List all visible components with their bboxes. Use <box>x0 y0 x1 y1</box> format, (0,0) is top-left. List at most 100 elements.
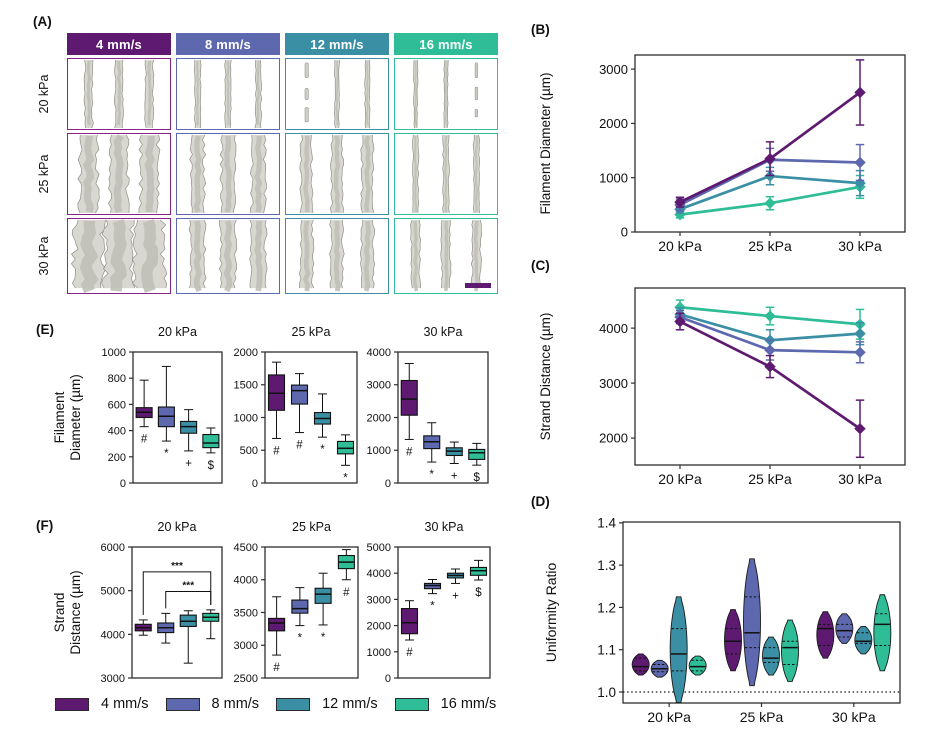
panel-a-micrograph-cell <box>176 133 280 215</box>
y-tick-label: 2000 <box>234 347 258 359</box>
panel-b-label: (B) <box>531 22 550 37</box>
y-axis-label: Filament <box>52 391 67 443</box>
box-16-mm-s <box>336 434 355 466</box>
significance-annotation: $ <box>474 472 481 484</box>
x-tick-label: 20 kPa <box>658 238 702 254</box>
legend-color-swatch <box>165 697 200 711</box>
significance-annotation: # <box>406 647 413 659</box>
y-tick-label: 3000 <box>367 594 391 606</box>
y-tick-label: 5000 <box>367 542 391 554</box>
significance-annotation: $ <box>475 587 482 599</box>
legend-color-swatch <box>55 697 89 711</box>
box-12-mm-s <box>313 393 332 438</box>
y-axis-label: Filament Diameter (µm) <box>538 72 553 214</box>
panel-a-row-label: 20 kPa <box>37 74 51 114</box>
violin-30kPa-12-mm-s <box>854 626 873 655</box>
y-tick-label: 3000 <box>599 62 628 77</box>
data-point-diamond <box>764 197 776 209</box>
printed-filament-image <box>77 134 161 214</box>
y-tick-label: 3000 <box>599 376 628 391</box>
panel-a-column-header: 12 mm/s <box>285 33 389 55</box>
significance-annotation: * <box>430 469 435 481</box>
panel-a-micrograph-cell <box>176 218 280 294</box>
y-tick-label: 4000 <box>101 629 125 641</box>
panel-e-filament-diameter-box-plots: 20 kPa 0 200 400 600 800 1000 # * + $25 kPa 0 500 100… <box>52 325 489 490</box>
box-4-mm-s <box>135 379 153 428</box>
y-tick-label: 1000 <box>367 445 391 457</box>
y-tick-label: 4000 <box>367 568 391 580</box>
y-tick-label: 5000 <box>101 586 125 598</box>
printed-filament-image <box>304 59 371 129</box>
box-12-mm-s <box>446 568 465 584</box>
printed-filament-image <box>189 134 267 214</box>
y-axis-label: Distance (µm) <box>68 570 83 654</box>
y-tick-label: 3000 <box>101 673 125 685</box>
subplot-title: 25 kPa <box>292 325 331 339</box>
data-point-diamond <box>854 156 866 169</box>
violin-25kPa-4-mm-s <box>724 609 742 672</box>
box-4-mm-s <box>267 361 286 439</box>
printed-filament-image <box>194 59 263 129</box>
panel-a-micrograph-cell <box>394 218 498 294</box>
y-tick-label: 4000 <box>599 321 628 336</box>
box-8-mm-s <box>157 612 175 644</box>
y-tick-label: 200 <box>108 452 126 464</box>
box-8-mm-s <box>423 578 442 595</box>
legend-color-swatch <box>276 697 311 711</box>
y-tick-label: 1.1 <box>597 643 616 658</box>
violin-20kPa-16-mm-s <box>688 655 707 676</box>
y-tick-label: 800 <box>108 373 126 385</box>
significance-annotation: * <box>321 632 326 644</box>
panel-a-micrograph-cell <box>67 58 171 130</box>
panel-a-column-header: 8 mm/s <box>176 33 280 55</box>
panel-a-column-header: 4 mm/s <box>67 33 171 55</box>
box-12-mm-s <box>445 441 463 465</box>
y-tick-label: 1.2 <box>597 600 616 615</box>
y-tick-label: 1000 <box>234 412 258 424</box>
legend-color-swatch <box>394 697 429 711</box>
violin-25kPa-16-mm-s <box>781 619 799 682</box>
y-tick-label: 1000 <box>367 647 391 659</box>
data-point-diamond <box>854 86 866 99</box>
panel-a-micrograph-cell <box>394 58 498 130</box>
y-axis-label: Diameter (µm) <box>68 374 83 461</box>
significance-annotation: * <box>343 472 348 484</box>
y-axis-label: Strand <box>52 593 67 633</box>
subplot-title: 30 kPa <box>424 325 463 339</box>
significance-annotation: * <box>164 448 169 460</box>
printed-filament-image <box>413 59 478 129</box>
legend-item: 12 mm/s <box>276 696 378 712</box>
data-point-diamond <box>854 423 866 435</box>
y-tick-label: 3000 <box>234 640 258 652</box>
box-16-mm-s <box>468 442 486 466</box>
printed-filament-image <box>70 219 168 293</box>
panel-d-label: (D) <box>531 494 550 509</box>
y-tick-label: 1000 <box>599 170 628 185</box>
y-axis-label: Uniformity Ratio <box>543 563 559 663</box>
y-tick-label: 400 <box>108 426 126 438</box>
y-tick-label: 4000 <box>234 575 258 587</box>
significance-bracket-label: *** <box>171 561 183 572</box>
significance-annotation: $ <box>208 460 215 472</box>
box-16-mm-s <box>337 549 355 581</box>
panel-a-micrograph-cell <box>67 218 171 294</box>
subplot-title: 25 kPa <box>292 520 331 534</box>
subplot-title: 20 kPa <box>158 325 197 339</box>
box-4-mm-s <box>400 600 419 641</box>
plot-frame <box>397 351 489 484</box>
plot-frame <box>264 351 358 484</box>
violin-20kPa-12-mm-s <box>669 596 688 704</box>
plot-frame <box>397 546 491 679</box>
y-tick-label: 0 <box>120 478 126 490</box>
significance-annotation: # <box>296 440 303 452</box>
x-tick-label: 30 kPa <box>838 471 882 487</box>
box-16-mm-s <box>469 559 488 581</box>
y-tick-label: 0 <box>621 225 628 240</box>
significance-bracket <box>165 591 212 609</box>
significance-annotation: + <box>185 458 192 470</box>
series-4-mm-s <box>674 59 866 208</box>
y-tick-label: 3500 <box>234 607 258 619</box>
box-12-mm-s <box>179 610 197 664</box>
significance-annotation: # <box>273 445 280 457</box>
y-tick-label: 2000 <box>599 431 628 446</box>
